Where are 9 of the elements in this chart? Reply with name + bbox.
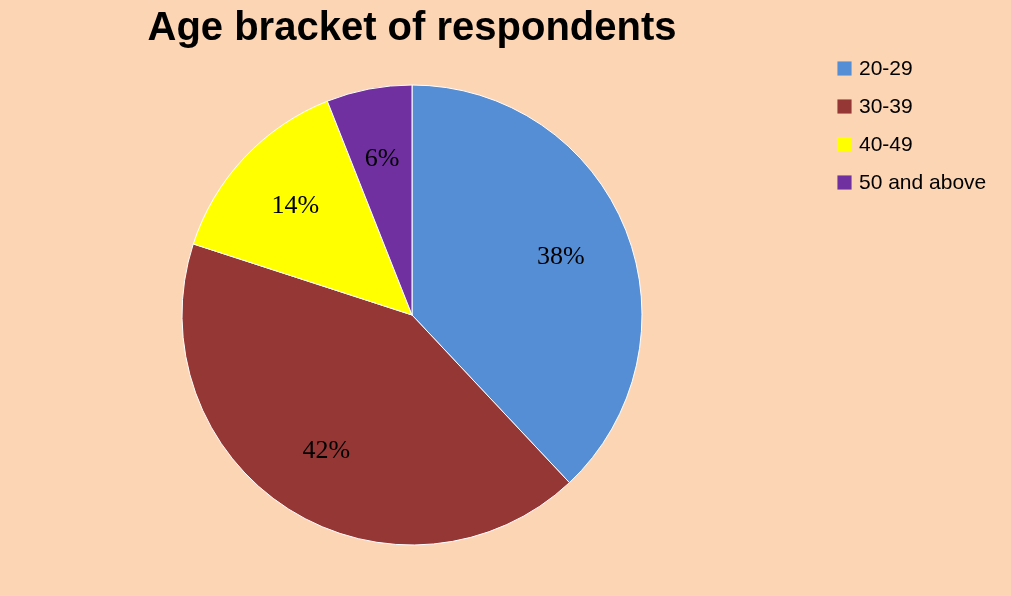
data-label: 14% xyxy=(271,190,320,220)
legend-label: 30-39 xyxy=(859,93,913,117)
chart-title: Age bracket of respondents xyxy=(147,4,677,48)
data-label: 42% xyxy=(302,435,351,465)
legend-label: 40-49 xyxy=(859,131,913,155)
data-label: 6% xyxy=(364,142,400,172)
legend-label: 50 and above xyxy=(859,169,987,193)
data-label: 38% xyxy=(536,241,585,271)
legend-label: 20-29 xyxy=(859,55,913,79)
